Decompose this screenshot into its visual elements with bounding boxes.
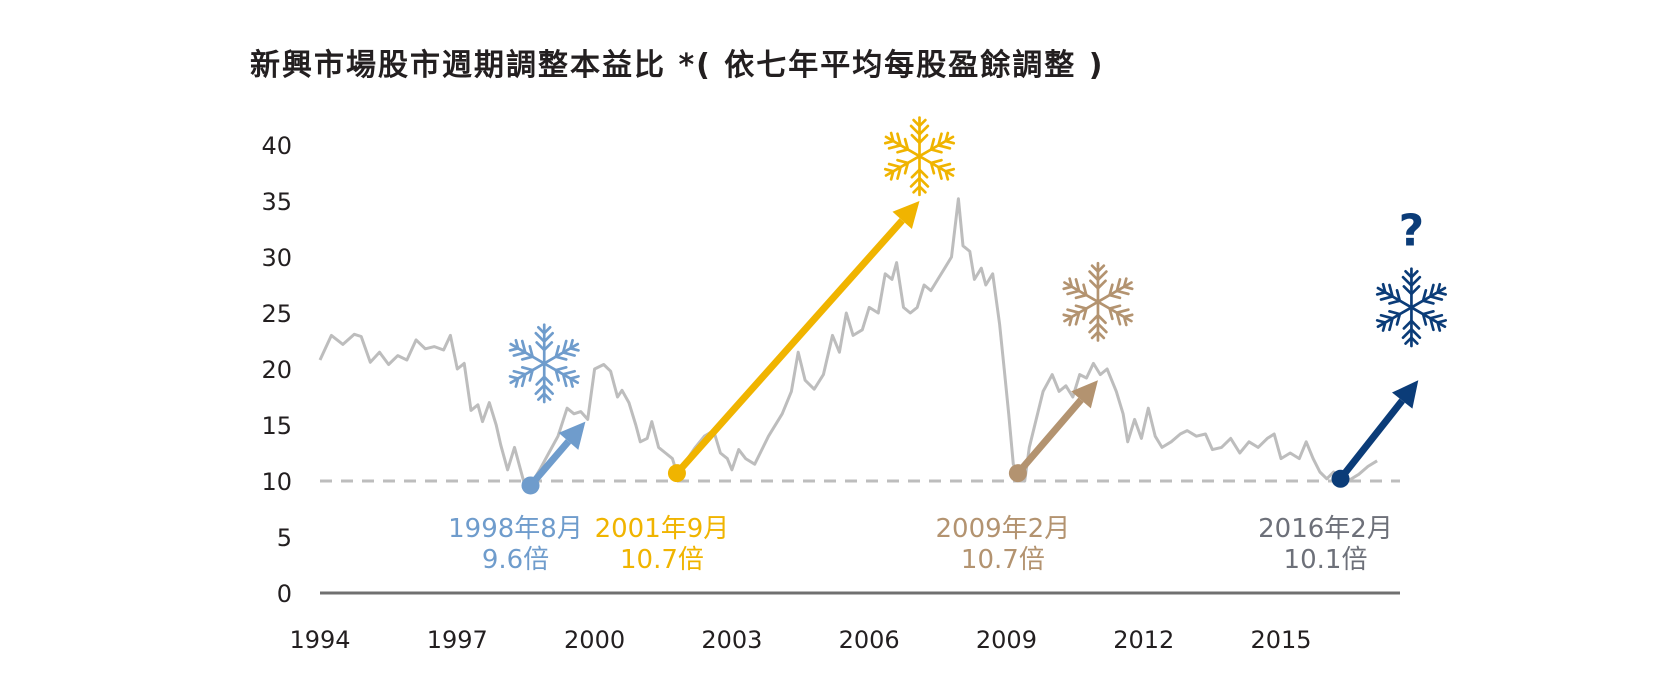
annotation-date-label: 1998年8月 — [448, 514, 583, 544]
arrow-head — [1071, 380, 1098, 409]
y-axis-ticks: 0 5 10 15 20 25 30 35 40 — [261, 132, 292, 608]
x-tick-label: 2003 — [701, 626, 762, 654]
annotation-date-label: 2016年2月 — [1258, 514, 1393, 544]
arrow-head — [558, 421, 586, 450]
snowflake-icon — [507, 325, 582, 402]
x-axis-ticks: 1994 1997 2000 2003 2006 2009 2012 2015 — [289, 626, 1311, 654]
x-tick-label: 2009 — [976, 626, 1037, 654]
arrow-head — [892, 201, 920, 230]
snowflake-icon — [1374, 269, 1449, 346]
y-tick-label: 30 — [261, 244, 292, 272]
arrow-head — [1391, 380, 1419, 409]
annotation-date-label: 2009年2月 — [936, 514, 1071, 544]
start-point-marker — [521, 476, 540, 495]
series-line-cape — [318, 197, 1378, 487]
snowflake-icon — [882, 118, 957, 195]
arrow-shaft — [527, 439, 572, 488]
annotation-value-label: 9.6倍 — [482, 545, 549, 575]
x-tick-label: 2006 — [839, 626, 900, 654]
arrow-shaft — [1015, 397, 1084, 476]
y-tick-label: 10 — [261, 468, 292, 496]
annotation-value-label: 10.7倍 — [620, 545, 704, 575]
annotation-value-label: 10.1倍 — [1284, 545, 1368, 575]
y-tick-label: 25 — [261, 300, 292, 328]
x-tick-label: 1997 — [427, 626, 488, 654]
annotation-date-label: 2001年9月 — [595, 514, 730, 544]
y-tick-label: 0 — [277, 580, 292, 608]
annotations-layer: 1998年8月9.6倍2001年9月10.7倍2009年2月10.7倍?2016… — [448, 118, 1449, 575]
y-tick-label: 15 — [261, 412, 292, 440]
snowflake-icon — [1060, 263, 1135, 340]
y-tick-label: 5 — [277, 524, 292, 552]
start-point-marker — [1008, 464, 1027, 483]
arrow-shaft — [674, 218, 905, 476]
x-tick-label: 2012 — [1113, 626, 1174, 654]
x-tick-label: 2000 — [564, 626, 625, 654]
y-tick-label: 35 — [261, 188, 292, 216]
start-point-marker — [667, 464, 686, 483]
x-tick-label: 1994 — [289, 626, 350, 654]
chart-title: 新興市場股市週期調整本益比 *( 依七年平均每股盈餘調整 ) — [250, 48, 1105, 83]
start-point-marker — [1331, 469, 1350, 488]
question-mark: ? — [1399, 205, 1425, 256]
x-tick-label: 2015 — [1250, 626, 1311, 654]
y-tick-label: 20 — [261, 356, 292, 384]
y-tick-label: 40 — [261, 132, 292, 160]
annotation-value-label: 10.7倍 — [961, 545, 1045, 575]
arrow-shaft — [1337, 398, 1405, 481]
